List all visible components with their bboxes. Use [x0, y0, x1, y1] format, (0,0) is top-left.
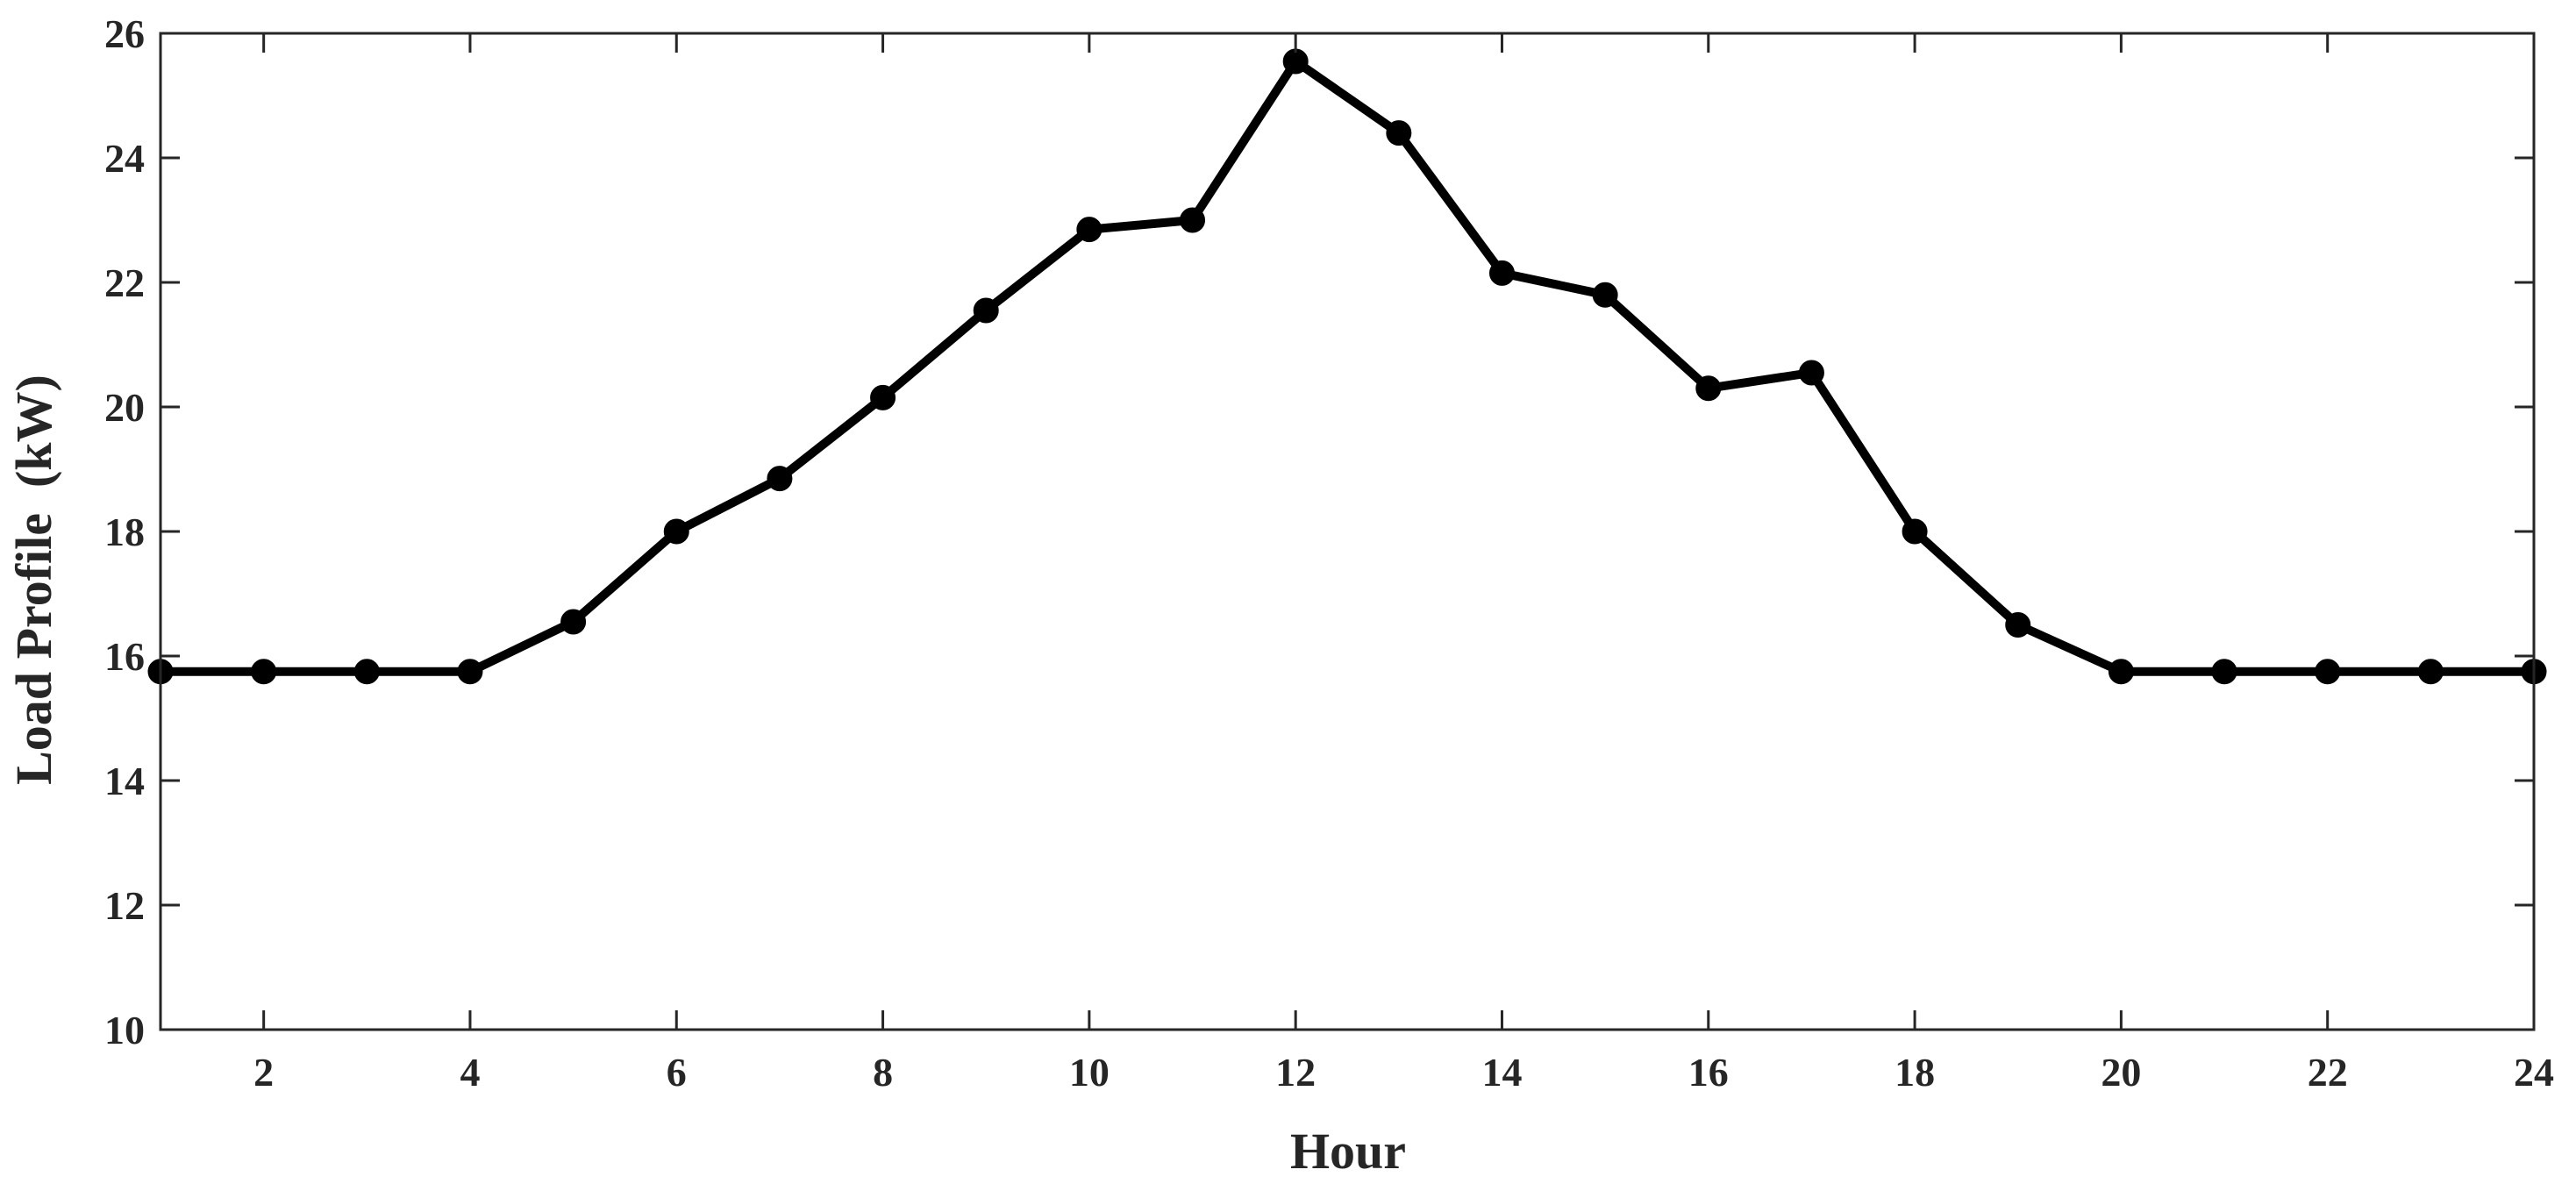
y-tick-label: 12	[104, 883, 145, 928]
data-point	[767, 466, 793, 492]
x-tick-label: 12	[1275, 1050, 1316, 1095]
x-tick-label: 2	[253, 1050, 274, 1095]
data-point	[973, 297, 999, 324]
x-axis-label: Hour	[1290, 1123, 1406, 1180]
x-tick-label: 8	[873, 1050, 893, 1095]
data-point	[1798, 360, 1824, 386]
data-point	[1488, 260, 1515, 286]
x-tick-label: 16	[1688, 1050, 1729, 1095]
data-point	[2005, 612, 2031, 638]
x-tick-label: 4	[460, 1050, 480, 1095]
x-tick-label: 10	[1069, 1050, 1110, 1095]
data-point	[2108, 659, 2134, 685]
y-tick-label: 18	[104, 510, 145, 554]
plot-area	[147, 48, 2547, 685]
data-point	[2417, 659, 2444, 685]
data-point	[1282, 48, 1309, 75]
data-point	[457, 659, 483, 685]
data-point	[560, 609, 587, 635]
y-tick-label: 24	[104, 136, 145, 181]
data-point	[1386, 120, 1412, 146]
data-point	[2211, 659, 2237, 685]
y-tick-label: 16	[104, 634, 145, 679]
data-point	[663, 518, 689, 545]
y-axis-label: Load Profile (kW)	[5, 374, 62, 785]
y-tick-label: 20	[104, 385, 145, 430]
data-point	[870, 384, 896, 410]
y-tick-label: 14	[104, 759, 145, 803]
data-point	[2315, 659, 2341, 685]
data-point	[1076, 217, 1102, 243]
data-point	[1695, 375, 1722, 402]
data-point	[353, 659, 380, 685]
x-tick-label: 20	[2101, 1050, 2141, 1095]
data-point	[251, 659, 277, 685]
y-tick-label: 22	[104, 260, 145, 305]
x-tick-label: 22	[2308, 1050, 2348, 1095]
x-tick-label: 18	[1895, 1050, 1935, 1095]
x-tick-label: 14	[1481, 1050, 1522, 1095]
series-line	[156, 56, 2538, 676]
x-tick-label: 6	[667, 1050, 687, 1095]
x-tick-label: 24	[2514, 1050, 2554, 1095]
data-point	[1902, 518, 1928, 545]
data-point	[1592, 282, 1618, 308]
data-point	[1180, 207, 1206, 233]
y-tick-label: 10	[104, 1008, 145, 1052]
y-tick-label: 26	[104, 11, 145, 56]
